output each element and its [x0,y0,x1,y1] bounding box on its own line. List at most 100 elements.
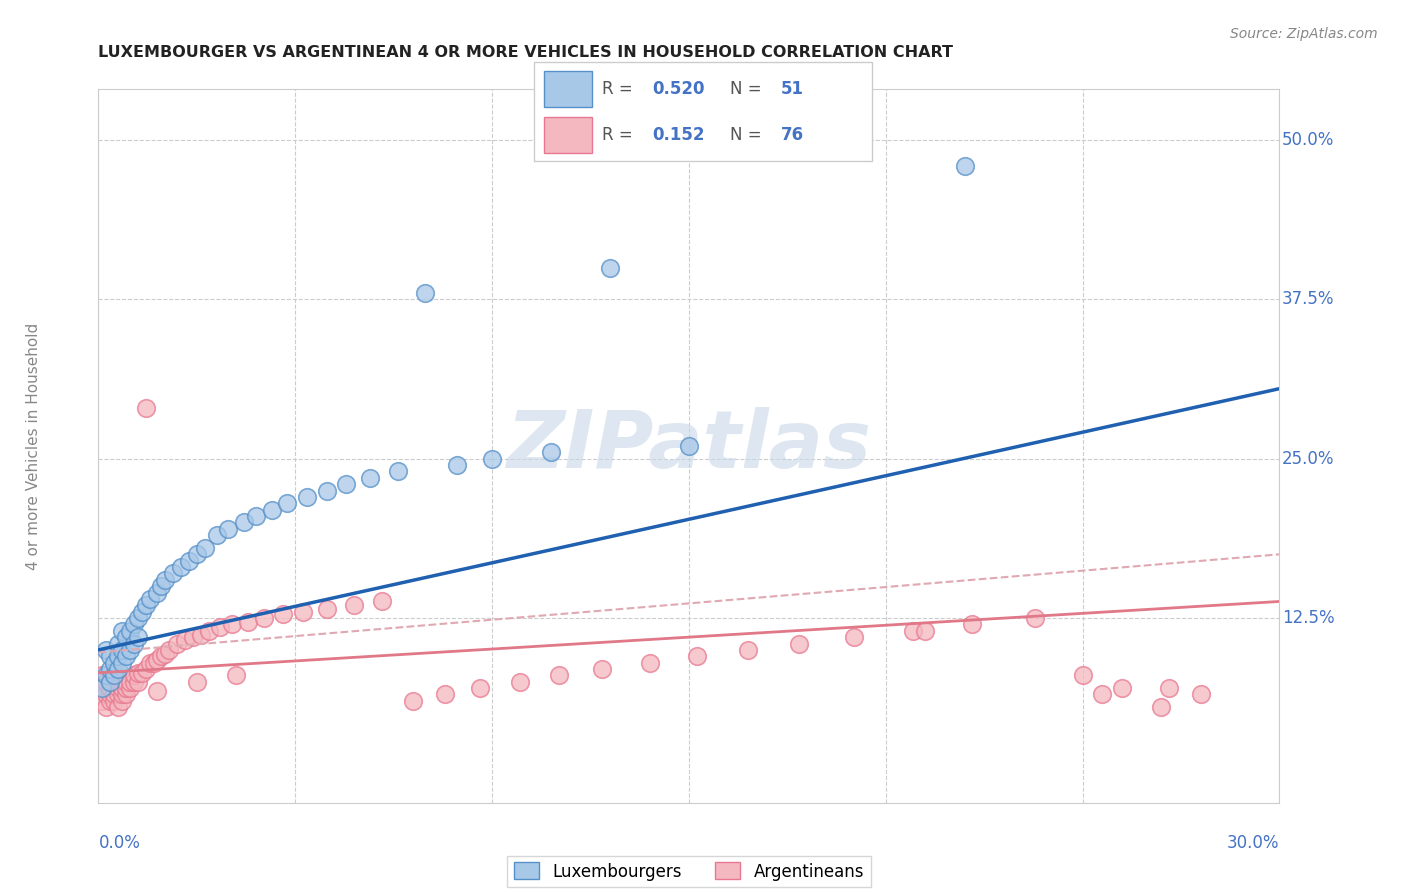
Point [273,607,295,622]
Point [402,694,425,708]
Text: N =: N = [730,126,766,144]
Point [107,688,129,702]
Point [205,528,228,542]
Point [98,694,121,708]
Point [103,688,125,702]
Legend: Luxembourgers, Argentineans: Luxembourgers, Argentineans [508,855,870,888]
Text: N =: N = [730,80,766,98]
Point [142,656,165,670]
Point [678,439,700,453]
Point [115,688,138,702]
Point [138,656,160,670]
Point [127,630,149,644]
Point [194,541,217,555]
Text: 0.152: 0.152 [652,126,704,144]
Point [844,630,866,644]
Point [103,674,125,689]
Point [146,653,169,667]
Point [107,674,129,689]
Point [96,668,118,682]
Point [276,496,298,510]
Point [98,674,121,689]
Point [111,681,134,695]
Point [115,681,138,695]
Point [96,643,118,657]
Point [217,522,239,536]
Point [686,649,709,664]
Point [103,694,125,708]
Point [638,656,661,670]
Point [115,630,138,644]
Point [343,599,366,613]
Point [107,700,129,714]
Point [335,477,357,491]
Point [540,445,562,459]
Point [413,286,436,301]
Point [903,624,925,638]
Text: 0.520: 0.520 [652,80,704,98]
Point [371,594,394,608]
Point [1159,681,1181,695]
Point [98,681,121,695]
Point [914,624,936,638]
Point [115,649,138,664]
Point [155,573,177,587]
Point [127,665,149,680]
Point [170,560,193,574]
Text: 50.0%: 50.0% [1282,131,1334,149]
Point [1189,688,1212,702]
Point [446,458,468,472]
Point [138,591,160,606]
Point [962,617,984,632]
Point [190,627,212,641]
Point [103,656,125,670]
Point [98,674,121,689]
Text: 37.5%: 37.5% [1282,291,1334,309]
Point [150,579,173,593]
Text: 12.5%: 12.5% [1282,609,1334,627]
Point [953,159,976,173]
Point [209,620,232,634]
Point [91,681,114,695]
Point [98,649,121,664]
Point [135,599,157,613]
Point [118,643,141,657]
Point [103,668,125,682]
Point [186,547,208,561]
Point [107,662,129,676]
Point [260,502,283,516]
Point [122,668,145,682]
Point [98,662,121,676]
Text: ZIPatlas: ZIPatlas [506,407,872,485]
Point [127,674,149,689]
Point [91,694,114,708]
Point [155,647,177,661]
Point [111,694,134,708]
Point [186,674,208,689]
Point [96,700,118,714]
Point [157,643,180,657]
Text: LUXEMBOURGER VS ARGENTINEAN 4 OR MORE VEHICLES IN HOUSEHOLD CORRELATION CHART: LUXEMBOURGER VS ARGENTINEAN 4 OR MORE VE… [98,45,953,60]
Point [96,674,118,689]
Point [1111,681,1133,695]
Point [481,451,503,466]
Point [292,605,315,619]
Text: 30.0%: 30.0% [1227,834,1279,852]
Point [387,465,409,479]
Point [1024,611,1046,625]
Point [177,554,200,568]
Text: 76: 76 [780,126,804,144]
Point [135,401,157,415]
Point [118,681,141,695]
Point [197,624,219,638]
Point [295,490,318,504]
Text: 51: 51 [780,80,804,98]
FancyBboxPatch shape [544,71,592,107]
Point [245,509,267,524]
Point [146,683,169,698]
Point [737,643,759,657]
FancyBboxPatch shape [534,62,872,161]
Point [107,636,129,650]
Point [111,656,134,670]
Point [122,617,145,632]
